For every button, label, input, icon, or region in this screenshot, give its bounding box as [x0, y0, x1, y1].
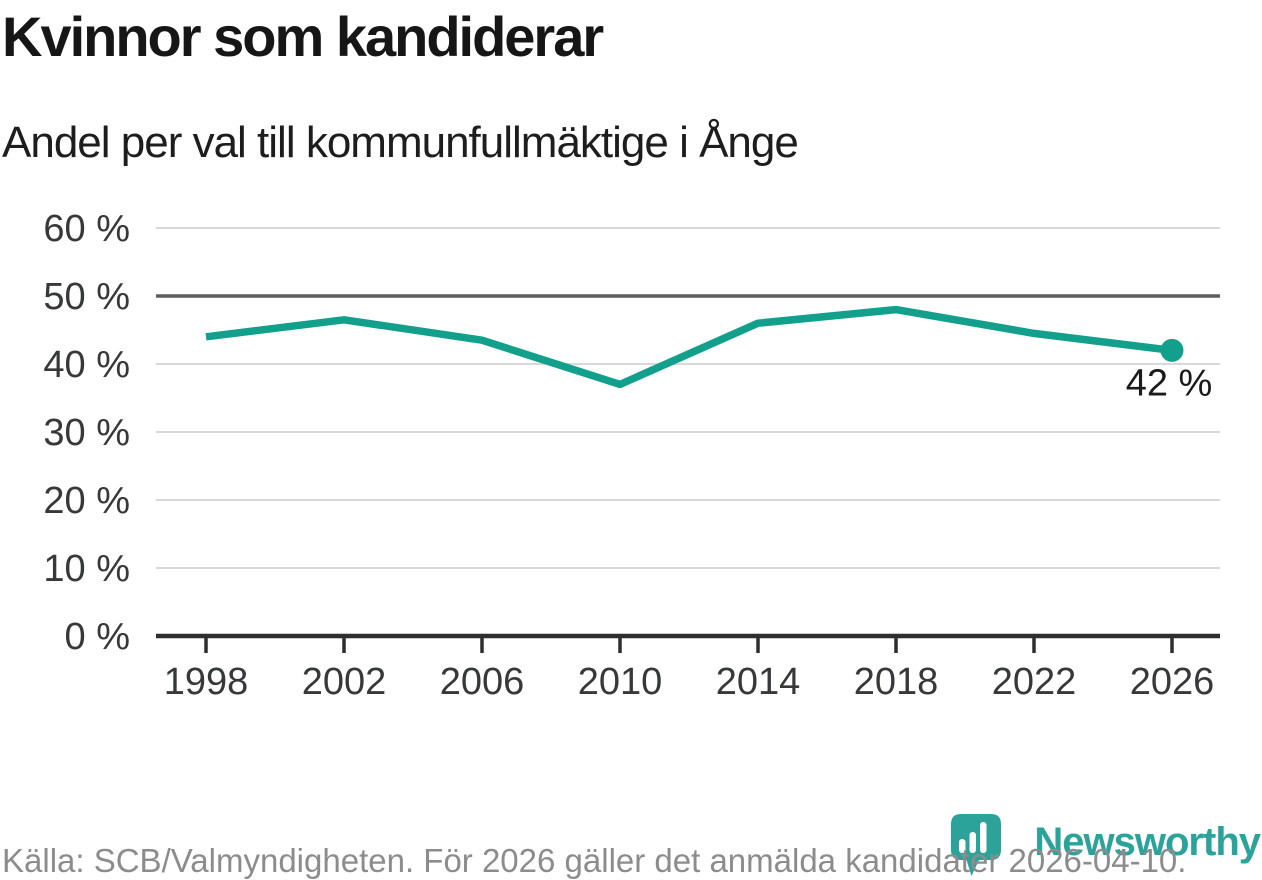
x-axis-tick-label: 2018	[854, 661, 939, 703]
page-title: Kvinnor som kandiderar	[2, 5, 604, 68]
newsworthy-wordmark: Newsworthy	[1034, 820, 1261, 864]
end-point-marker	[1160, 338, 1184, 362]
y-axis-tick-label: 10 %	[43, 548, 130, 590]
y-axis-tick-label: 0 %	[65, 616, 130, 658]
source-text: Källa: SCB/Valmyndigheten. För 2026 gäll…	[2, 842, 1187, 879]
newsworthy-pin-icon	[951, 814, 1001, 876]
y-axis-tick-label: 50 %	[43, 276, 130, 318]
y-axis-tick-label: 30 %	[43, 412, 130, 454]
x-axis-tick-label: 2022	[992, 661, 1077, 703]
x-axis-tick-label: 2026	[1130, 661, 1215, 703]
y-axis-tick-label: 20 %	[43, 480, 130, 522]
x-axis-tick-label: 2014	[716, 661, 801, 703]
x-axis-tick-label: 2006	[440, 661, 525, 703]
data-line	[205, 305, 1173, 389]
end-value-label: 42 %	[1126, 362, 1213, 404]
x-axis-tick-label: 1998	[164, 661, 249, 703]
y-axis-tick-label: 40 %	[43, 344, 130, 386]
line-chart: 0 % 10 % 20 % 30 % 40 % 50 % 60 % 1998 2002 2006 2…	[43, 208, 1220, 703]
y-axis-tick-label: 60 %	[43, 208, 130, 250]
chart-subtitle: Andel per val till kommunfullmäktige i Å…	[2, 118, 799, 167]
x-axis-tick-label: 2010	[578, 661, 663, 703]
footer: Newsworthy Källa: SCB/Valmyndigheten. Fö…	[0, 810, 1262, 879]
x-axis-tick-label: 2002	[302, 661, 387, 703]
